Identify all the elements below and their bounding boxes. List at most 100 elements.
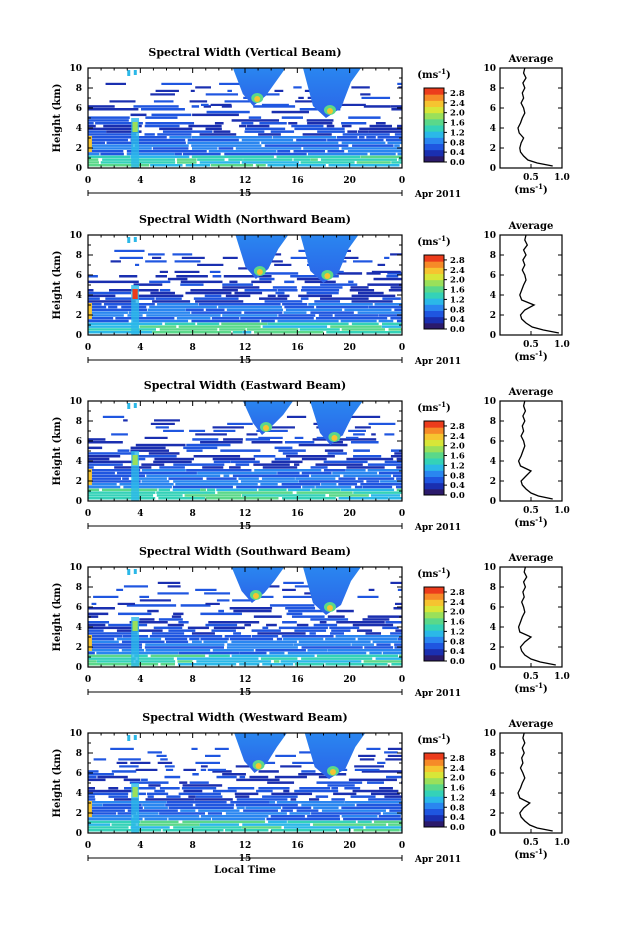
data-cell	[88, 615, 99, 618]
data-cell	[317, 272, 363, 275]
data-cell	[88, 314, 124, 317]
data-cell	[88, 635, 123, 638]
data-cell	[344, 787, 361, 790]
data-cell	[301, 457, 327, 461]
colorbar-swatch	[424, 255, 444, 262]
data-cell	[360, 483, 402, 486]
colorbar-swatch	[424, 587, 444, 594]
colorbar-tick-label: 0.4	[450, 813, 465, 823]
average-line	[517, 566, 556, 666]
data-cell	[186, 469, 252, 472]
data-cell	[391, 663, 402, 666]
colorbar-tick-label: 1.2	[450, 461, 465, 471]
colorbar-swatch	[424, 777, 444, 785]
data-cell	[262, 663, 294, 666]
data-cell	[395, 485, 402, 489]
data-cell	[343, 474, 392, 478]
data-cell	[148, 452, 180, 455]
colorbar-tick-label: 0.4	[450, 481, 465, 491]
data-cell	[219, 328, 246, 331]
data-cell	[393, 474, 402, 478]
data-cell	[207, 812, 223, 815]
data-cell	[333, 792, 357, 796]
data-cell	[225, 294, 251, 298]
data-cell	[88, 649, 119, 652]
panel-title: Spectral Width (Eastward Beam)	[144, 379, 346, 392]
data-cell	[180, 283, 204, 286]
x-tick-label: 20	[343, 841, 356, 851]
data-cell	[145, 643, 225, 646]
average-line	[517, 67, 553, 167]
data-cell	[88, 829, 162, 832]
data-cell	[240, 480, 299, 483]
date-day-label: 15	[239, 854, 252, 864]
data-cell	[391, 161, 402, 164]
data-cell	[88, 136, 167, 139]
data-cell	[350, 441, 379, 444]
colorbar-swatch	[424, 316, 444, 324]
data-cell	[124, 787, 156, 790]
data-cell	[379, 787, 393, 790]
data-cell	[294, 663, 325, 666]
colorbar-frame	[423, 586, 445, 662]
data-cell	[167, 277, 188, 281]
data-cell	[88, 297, 100, 300]
data-cell	[88, 108, 139, 111]
data-cell	[283, 581, 304, 584]
data-cell	[213, 429, 236, 432]
data-cell	[146, 474, 221, 478]
data-cell	[315, 485, 352, 489]
data-cell	[371, 270, 401, 273]
colorbar-swatch	[424, 630, 444, 637]
data-cell	[241, 138, 294, 142]
data-cell	[181, 787, 217, 790]
convective-core	[326, 605, 333, 611]
data-cell	[227, 643, 294, 646]
data-cell	[323, 469, 346, 472]
data-cell	[176, 158, 197, 161]
data-cell	[366, 480, 380, 483]
data-cell	[258, 133, 281, 136]
data-cell	[167, 585, 181, 588]
data-cell	[320, 297, 369, 300]
data-cell	[354, 768, 380, 771]
y-tick-label: 2	[76, 809, 82, 819]
data-cell	[195, 588, 217, 591]
data-cell	[278, 314, 316, 317]
colorbar-tick-label: 1.2	[450, 627, 465, 637]
colorbar-frame	[423, 254, 445, 330]
data-cell	[396, 466, 402, 469]
data-cell	[385, 758, 402, 761]
data-cell	[381, 325, 402, 328]
data-cell	[281, 483, 321, 486]
data-cell	[258, 787, 290, 790]
data-cell	[212, 426, 244, 429]
data-cell	[281, 116, 303, 119]
data-cell	[271, 460, 303, 464]
data-cell	[331, 787, 339, 790]
data-cell	[225, 812, 287, 815]
data-cell	[172, 488, 201, 492]
data-cell	[208, 150, 277, 153]
data-cell	[280, 765, 302, 768]
data-cell	[377, 136, 402, 139]
y-axis-label: Height (km)	[52, 84, 63, 153]
data-cell	[275, 754, 296, 757]
data-cell	[141, 463, 165, 466]
data-cell	[270, 829, 337, 832]
colorbar-swatch	[424, 106, 444, 114]
date-label: Apr 2011	[414, 190, 461, 200]
data-cell	[182, 820, 266, 824]
data-cell	[386, 275, 399, 278]
x-tick-label: 0	[85, 343, 91, 353]
x-tick-label: 0	[85, 509, 91, 519]
data-cell	[137, 823, 200, 826]
data-cell	[164, 322, 196, 326]
data-cell	[88, 775, 97, 779]
data-cell	[235, 803, 298, 807]
colorbar-tick-label: 0.8	[450, 637, 465, 647]
data-cell	[341, 124, 352, 128]
convective-cell	[300, 235, 359, 283]
average-y-tick-label: 2	[490, 477, 496, 487]
data-cell	[88, 803, 103, 807]
